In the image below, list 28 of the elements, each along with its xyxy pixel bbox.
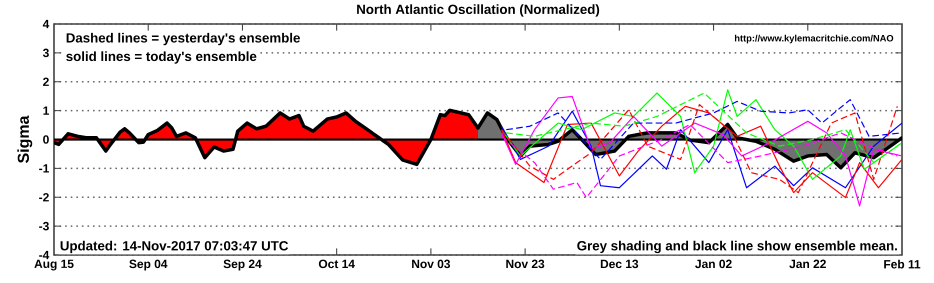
x-tick-label: Dec 13	[600, 260, 638, 268]
annotation: solid lines = today's ensemble	[66, 51, 256, 64]
y-tick-label: 3	[42, 48, 49, 58]
annotation: Dashed lines = yesterday's ensemble	[66, 32, 300, 46]
y-tick-label: -1	[39, 164, 49, 172]
x-tick-label: Jan 02	[695, 260, 732, 268]
x-tick-label: Feb 11	[884, 260, 920, 268]
annotation: Updated: 14-Nov-2017 07:03:47 UTC	[60, 240, 288, 254]
annotation: http://www.kylemacritchie.com/NAO	[734, 34, 894, 44]
annotation: Grey shading and black line show ensemble mean.	[577, 240, 897, 254]
y-tick-label: -2	[39, 193, 49, 202]
y-tick-label: 4	[42, 20, 50, 28]
x-tick-label: Sep 24	[224, 260, 262, 271]
x-tick-label: Jan 22	[789, 260, 826, 268]
x-tick-label: Sep 04	[129, 260, 168, 271]
y-tick-label: 0	[43, 135, 49, 144]
y-tick-label: 1	[43, 106, 49, 115]
x-tick-label: Oct 14	[318, 260, 355, 268]
y-tick-label: -3	[39, 222, 49, 230]
chart-title: North Atlantic Oscillation (Normalized)	[357, 4, 600, 17]
x-tick-label: Nov 03	[412, 260, 450, 268]
line-series	[500, 89, 898, 180]
y-axis-title: Sigma	[17, 115, 32, 163]
x-tick-label: Nov 23	[506, 260, 544, 268]
x-tick-label: Aug 15	[34, 260, 74, 270]
y-tick-label: -4	[39, 250, 50, 260]
line-series	[500, 96, 902, 207]
y-tick-label: 2	[43, 78, 49, 86]
